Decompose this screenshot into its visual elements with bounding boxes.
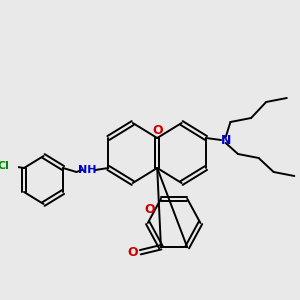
Text: Cl: Cl [0, 161, 9, 171]
Text: O: O [152, 124, 163, 137]
Text: O: O [128, 246, 138, 259]
Text: NH: NH [79, 165, 97, 175]
Text: O: O [144, 203, 155, 216]
Text: N: N [220, 134, 231, 146]
